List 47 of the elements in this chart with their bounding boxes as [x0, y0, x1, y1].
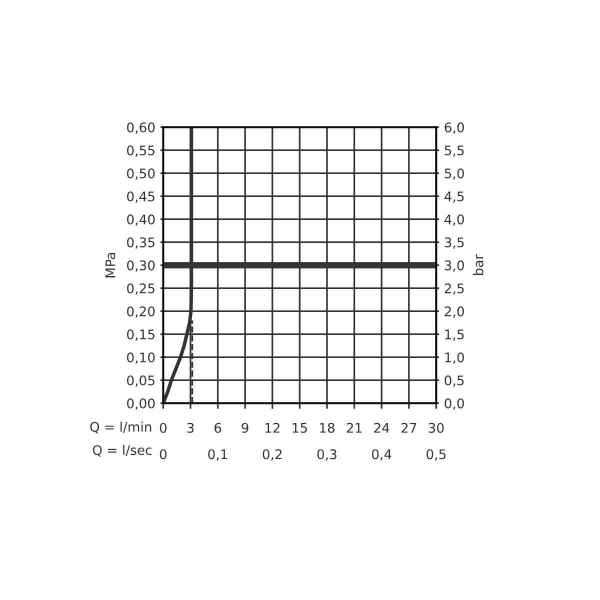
y2-tick-label: 1,0	[445, 352, 464, 364]
y-axis-title: MPa	[105, 252, 116, 278]
y2-tick-label: 2,5	[444, 283, 464, 295]
y2-tick-label: 0,5	[444, 375, 464, 387]
x-tick-label: 30	[428, 422, 444, 433]
x-tick-label: 12	[265, 422, 280, 433]
x-tick-label: 6	[214, 422, 222, 433]
y-tick-label: 0,10	[127, 352, 155, 364]
y2-tick-label: 4,5	[444, 192, 464, 203]
x-tick-label: 18	[320, 422, 334, 433]
y2-axis-title: bar	[473, 254, 484, 275]
y-tick-label: 0,45	[127, 191, 154, 203]
x2-tick-label: 0,1	[208, 449, 228, 461]
y2-tick-label: 1,5	[445, 330, 464, 341]
x-tick-label: 21	[346, 422, 362, 433]
x2-tick-label: 0,2	[262, 449, 282, 461]
x-axis-title: Q = l/min	[90, 422, 152, 434]
x2-tick-label: 0,3	[317, 449, 336, 461]
x-tick-label: 15	[292, 423, 307, 433]
y-tick-label: 0,30	[127, 260, 155, 272]
y2-tick-label: 5,0	[444, 168, 464, 180]
x-tick-label: 0	[160, 422, 167, 433]
y-tick-label: 0,05	[127, 375, 154, 387]
x2-tick-label: 0,5	[426, 449, 446, 461]
y-tick-label: 0,20	[127, 306, 155, 318]
x-tick-label: 9	[242, 422, 248, 433]
x-tick-label: 3	[187, 422, 194, 433]
y-tick-label: 0,15	[127, 329, 154, 341]
x-tick-label: 24	[374, 422, 390, 433]
y2-tick-label: 6,0	[444, 122, 464, 134]
y-tick-label: 0,40	[127, 214, 155, 226]
y2-tick-label: 3,0	[444, 260, 464, 272]
y2-tick-label: 2,0	[444, 306, 464, 318]
x2-tick-label: 0,4	[372, 449, 392, 461]
y-tick-label: 0,60	[127, 122, 155, 134]
y2-tick-label: 3,5	[444, 237, 464, 249]
y2-tick-label: 5,5	[444, 146, 464, 157]
y-tick-label: 0,55	[127, 145, 154, 157]
x-tick-label: 27	[401, 422, 416, 433]
y-tick-label: 0,25	[127, 283, 154, 295]
y2-tick-label: 0,0	[444, 398, 464, 410]
x2-tick-label: 0	[160, 449, 167, 460]
y2-tick-label: 4,0	[444, 214, 464, 226]
x2-axis-title: Q = l/sec	[92, 444, 152, 457]
y-tick-label: 0,00	[127, 398, 155, 410]
y-tick-label: 0,35	[127, 237, 154, 249]
y-tick-label: 0,50	[127, 168, 155, 180]
